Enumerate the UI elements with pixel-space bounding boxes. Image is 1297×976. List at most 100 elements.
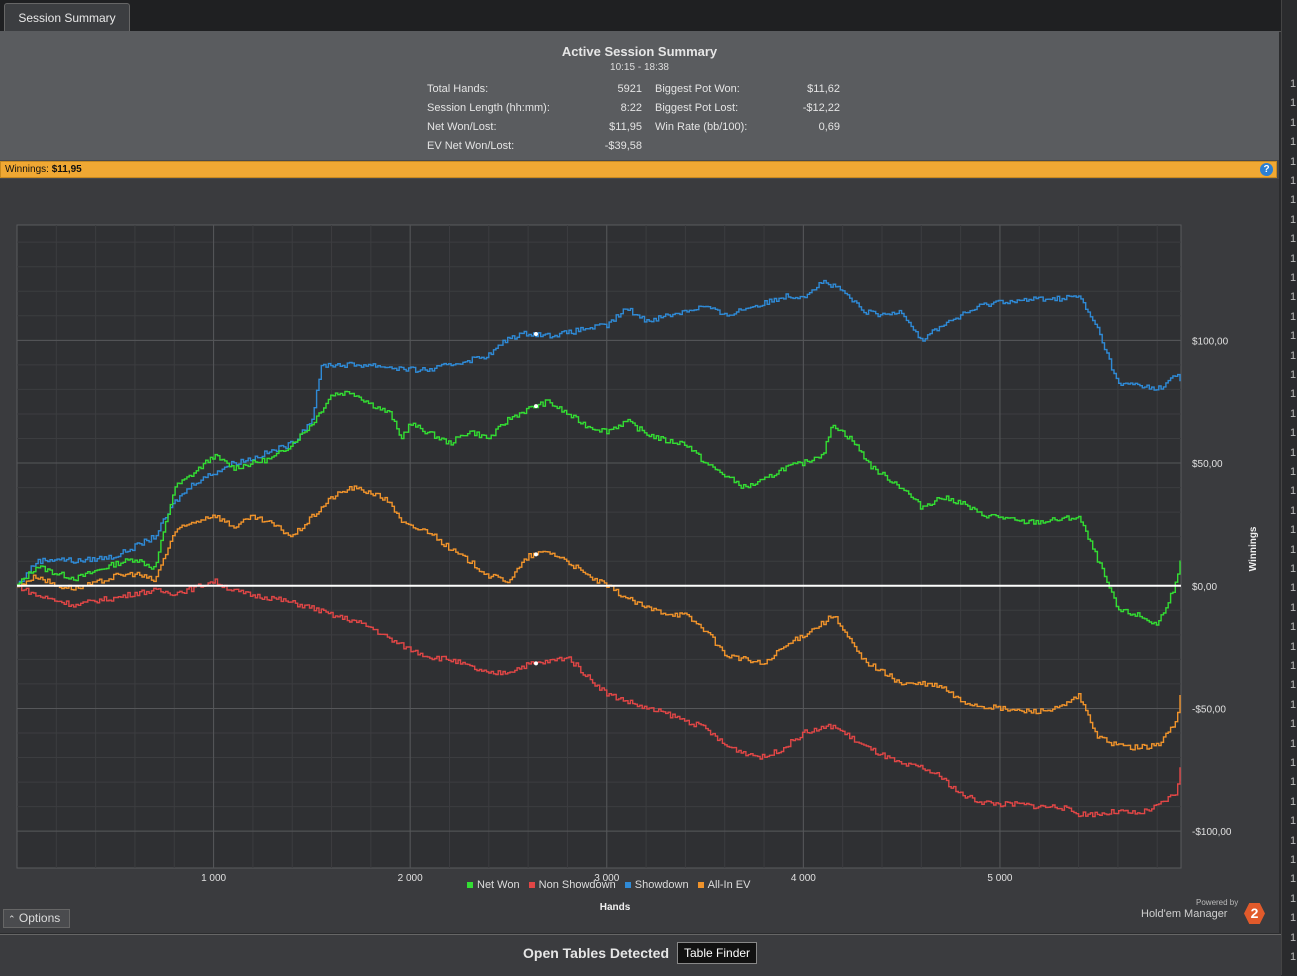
side-row-number: 1 — [1290, 407, 1297, 420]
side-row-number: 1 — [1290, 563, 1297, 575]
session-summary-panel: Active Session Summary 10:15 - 18:38 Tot… — [0, 31, 1279, 160]
winnings-chart: 1 000 2 000 3 000 4 000 5 000 $100,00 $50,00 $0… — [16, 224, 1259, 913]
legend-item-non-showdown: Non Showdown — [528, 879, 616, 891]
side-row-number: 1 — [1290, 815, 1297, 828]
side-row-number: 1 — [1290, 757, 1297, 769]
side-row-number: 1 — [1290, 601, 1297, 614]
plot-background — [16, 224, 1182, 869]
side-row-number: 1 — [1290, 485, 1297, 498]
x-tick-label: 3 000 — [594, 873, 619, 884]
winnings-value: $11,95 — [51, 164, 82, 175]
series-line-net-won — [17, 390, 1181, 626]
stat-label: Session Length (hh:mm): — [427, 102, 550, 114]
legend-item-net-won: Net Won — [467, 879, 520, 891]
stat-value: 8:22 — [620, 102, 642, 114]
side-row-number: 1 — [1290, 854, 1297, 866]
side-row-number: 1 — [1290, 388, 1297, 401]
legend-swatch — [624, 882, 631, 889]
side-row-number: 1 — [1290, 330, 1297, 343]
x-tick-label: 2 000 — [398, 873, 423, 884]
options-label: Options — [18, 911, 61, 925]
side-row-number: 1 — [1290, 543, 1297, 556]
summary-title: Active Session Summary — [561, 44, 718, 59]
powered-by-text: Powered by — [1196, 898, 1239, 907]
side-row-number: 1 — [1290, 912, 1297, 925]
tab-session-summary[interactable]: Session Summary — [4, 3, 130, 31]
table-finder-button[interactable]: Table Finder — [677, 942, 758, 964]
series-marker — [533, 552, 538, 557]
side-row-number: 1 — [1290, 679, 1297, 692]
side-row-number: 1 — [1290, 951, 1297, 963]
x-tick-label: 4 000 — [791, 873, 816, 884]
side-row-number: 1 — [1290, 349, 1297, 362]
side-row-number: 1 — [1290, 78, 1297, 90]
stat-value: $11,95 — [609, 121, 642, 133]
hm2-logo-icon: 2 — [1244, 903, 1265, 924]
stat-label: Biggest Pot Lost: — [655, 102, 739, 114]
side-row-number: 1 — [1290, 116, 1297, 129]
legend-label: Non Showdown — [538, 879, 616, 891]
side-row-number: 1 — [1290, 776, 1297, 789]
stat-label: Win Rate (bb/100): — [655, 121, 748, 133]
side-row-number: 1 — [1290, 310, 1297, 323]
y-tick-label: $0,00 — [1192, 582, 1217, 593]
options-button[interactable]: ⌃ Options — [3, 909, 70, 928]
legend-label: Net Won — [477, 879, 520, 891]
side-row-number: 1 — [1290, 427, 1297, 440]
side-row-number: 1 — [1290, 155, 1297, 168]
side-row-number: 1 — [1290, 621, 1297, 634]
side-row-number: 1 — [1290, 252, 1297, 265]
legend-swatch — [467, 882, 473, 889]
bottom-bar: Open Tables Detected Table Finder — [0, 934, 1281, 976]
side-row-number: 1 — [1290, 194, 1297, 207]
stat-label: Net Won/Lost: — [427, 121, 497, 133]
open-tables-detected-label: Open Tables Detected — [523, 945, 670, 961]
chart-legend: Net Won Non Showdown Showdown All-In EV — [467, 879, 756, 891]
side-row-number: 1 — [1290, 873, 1297, 886]
y-tick-label: $50,00 — [1192, 459, 1223, 470]
stat-value: $11,62 — [807, 83, 840, 95]
side-row-number: 1 — [1290, 718, 1297, 731]
y-tick-label: $100,00 — [1192, 336, 1229, 347]
side-row-number: 1 — [1290, 795, 1297, 808]
side-row-number: 1 — [1290, 834, 1297, 847]
y-axis-label: Winnings — [1248, 526, 1259, 571]
side-row-number: 1 — [1290, 233, 1297, 246]
side-row-number: 1 — [1290, 213, 1297, 226]
brand-name: Hold'em Manager — [1141, 908, 1228, 920]
side-row-number: 1 — [1290, 291, 1297, 304]
series-marker — [533, 661, 538, 666]
side-row-number: 1 — [1290, 582, 1297, 595]
right-side-panel: 1 1 1 1 1 1 1 1 1 1 1 1 1 1 1 1 1 1 1 1 1 1 1 1 1 1 1 1 1 1 1 1 1 1 1 1 1 1 1 1… — [1281, 0, 1297, 975]
chevron-up-icon: ⌃ — [8, 914, 16, 924]
series-line-non-showdown — [17, 578, 1181, 818]
y-tick-label: -$100,00 — [1192, 827, 1232, 838]
legend-label: Showdown — [634, 879, 689, 891]
x-tick-label: 5 000 — [987, 873, 1012, 884]
summary-time-range: 10:15 - 18:38 — [610, 62, 669, 73]
side-row-number: 1 — [1290, 737, 1297, 750]
winnings-bar: Winnings: $11,95 ? — [0, 161, 1277, 178]
legend-swatch — [528, 882, 535, 889]
chart-area: 1 000 2 000 3 000 4 000 5 000 $100,00 $50,00 $0… — [0, 179, 1279, 933]
stat-label: Total Hands: — [427, 83, 489, 95]
side-row-number: 1 — [1290, 97, 1297, 110]
top-tab-bar: Session Summary — [0, 0, 1281, 32]
main-panel: Active Session Summary 10:15 - 18:38 Tot… — [0, 31, 1279, 933]
side-row-number: 1 — [1290, 446, 1297, 459]
legend-swatch — [697, 882, 704, 889]
legend-item-all-in-ev: All-In EV — [697, 879, 751, 891]
help-icon[interactable]: ? — [1260, 163, 1273, 176]
x-axis-label: Hands — [600, 902, 631, 913]
stat-value: -$12,22 — [802, 102, 840, 114]
side-row-number: 1 — [1290, 175, 1297, 187]
side-row-number: 1 — [1290, 466, 1297, 478]
stat-value: -$39,58 — [604, 140, 642, 152]
side-row-number: 1 — [1290, 272, 1297, 284]
y-tick-label: -$50,00 — [1192, 704, 1226, 715]
series-marker — [533, 404, 538, 409]
stat-label: Biggest Pot Won: — [655, 83, 740, 95]
legend-label: All-In EV — [707, 879, 751, 891]
side-row-number: 1 — [1290, 660, 1297, 672]
side-row-number: 1 — [1290, 698, 1297, 711]
